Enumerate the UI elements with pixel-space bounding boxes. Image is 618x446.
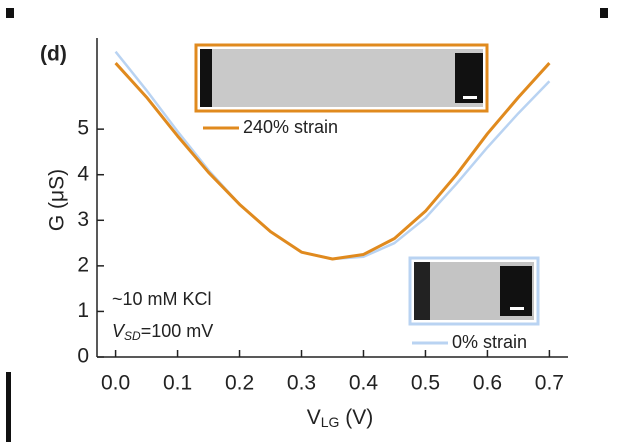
legend-label: 0% strain: [452, 332, 527, 352]
annotation-rest: =100 mV: [141, 321, 214, 341]
edge-mark: [6, 372, 11, 442]
y-tick-label: 1: [77, 299, 89, 322]
x-tick-label: 0.3: [287, 372, 316, 395]
inset-240: [194, 43, 489, 113]
annotation-sub: SD: [124, 329, 141, 343]
x-axis-title: VLG (V): [307, 406, 374, 430]
y-tick-label: 4: [77, 162, 89, 185]
y-tick-label: 5: [77, 117, 89, 140]
y-axis-title: G (μS): [46, 169, 69, 231]
scale-bar: [463, 96, 477, 99]
y-tick-label: 0: [77, 345, 89, 368]
corner-mark: [600, 8, 608, 18]
annotation: ~10 mM KCl: [112, 289, 212, 309]
x-axis-title-sub: LG: [321, 414, 340, 430]
panel-label: (d): [40, 43, 67, 66]
annotation-main: V: [112, 321, 126, 341]
x-tick-label: 0.7: [535, 372, 564, 395]
annotation: VSD=100 mV: [112, 321, 213, 343]
corner-mark: [6, 8, 14, 18]
inset-electrode: [414, 262, 430, 320]
scale-bar: [510, 307, 524, 310]
legend-label: 240% strain: [243, 117, 338, 137]
x-axis-title-rest: (V): [339, 406, 373, 429]
inset-image: [200, 49, 483, 107]
x-tick-label: 0.0: [101, 372, 130, 395]
x-tick-label: 0.2: [225, 372, 254, 395]
inset-0: [408, 256, 540, 326]
x-axis-title-main: V: [307, 406, 321, 429]
x-tick-label: 0.5: [411, 372, 440, 395]
x-tick-label: 0.4: [349, 372, 379, 395]
series-line: [114, 62, 551, 261]
x-tick-label: 0.1: [163, 372, 192, 395]
inset-electrode: [455, 53, 483, 103]
y-tick-label: 3: [77, 208, 89, 231]
inset-electrode: [200, 49, 212, 107]
y-tick-label: 2: [77, 253, 89, 276]
x-tick-label: 0.6: [473, 372, 502, 395]
